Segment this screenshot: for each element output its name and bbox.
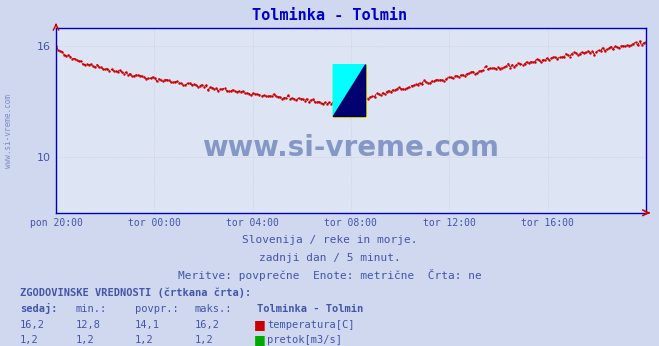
Text: ZGODOVINSKE VREDNOSTI (črtkana črta):: ZGODOVINSKE VREDNOSTI (črtkana črta): xyxy=(20,287,251,298)
Text: 1,2: 1,2 xyxy=(135,335,154,345)
Text: Tolminka - Tolmin: Tolminka - Tolmin xyxy=(252,8,407,23)
Polygon shape xyxy=(333,65,366,117)
Text: Tolminka - Tolmin: Tolminka - Tolmin xyxy=(257,304,363,313)
Text: ■: ■ xyxy=(254,333,266,346)
Text: pretok[m3/s]: pretok[m3/s] xyxy=(267,335,342,345)
Text: Meritve: povprečne  Enote: metrične  Črta: ne: Meritve: povprečne Enote: metrične Črta:… xyxy=(178,269,481,281)
Text: 1,2: 1,2 xyxy=(20,335,38,345)
Bar xyxy=(333,65,366,117)
Text: 12,8: 12,8 xyxy=(76,320,101,329)
Text: www.si-vreme.com: www.si-vreme.com xyxy=(4,94,13,169)
Text: ■: ■ xyxy=(254,318,266,331)
Text: www.si-vreme.com: www.si-vreme.com xyxy=(202,134,500,162)
Text: zadnji dan / 5 minut.: zadnji dan / 5 minut. xyxy=(258,253,401,263)
Text: maks.:: maks.: xyxy=(194,304,232,313)
Text: 16,2: 16,2 xyxy=(20,320,45,329)
Polygon shape xyxy=(333,65,366,117)
Text: Slovenija / reke in morje.: Slovenija / reke in morje. xyxy=(242,236,417,245)
Text: 14,1: 14,1 xyxy=(135,320,160,329)
Text: povpr.:: povpr.: xyxy=(135,304,179,313)
Text: 1,2: 1,2 xyxy=(194,335,213,345)
Text: min.:: min.: xyxy=(76,304,107,313)
Text: 1,2: 1,2 xyxy=(76,335,94,345)
Text: sedaj:: sedaj: xyxy=(20,303,57,314)
Text: 16,2: 16,2 xyxy=(194,320,219,329)
Text: temperatura[C]: temperatura[C] xyxy=(267,320,355,329)
